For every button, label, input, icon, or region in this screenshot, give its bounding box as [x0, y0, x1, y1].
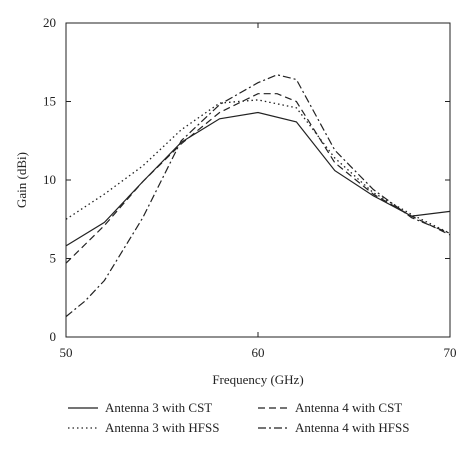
series-line-3	[65, 99, 451, 234]
y-axis-ticks: 0 5 10 15 20	[43, 15, 450, 344]
y-tick-label: 15	[43, 94, 56, 109]
x-axis-ticks: 50 60 70	[60, 23, 457, 360]
series-line-2	[65, 93, 451, 264]
y-tick-label: 0	[50, 329, 57, 344]
series-line-4	[65, 74, 451, 318]
series-line-1	[65, 111, 451, 247]
x-tick-label: 50	[60, 345, 73, 360]
x-tick-label: 60	[252, 345, 265, 360]
legend-label-1: Antenna 3 with CST	[105, 400, 212, 415]
y-tick-label: 20	[43, 15, 56, 30]
y-tick-label: 10	[43, 172, 56, 187]
series-layer	[65, 74, 451, 318]
legend-label-4: Antenna 4 with HFSS	[295, 420, 409, 435]
plot-frame	[65, 22, 451, 338]
legend: Antenna 3 with CST Antenna 4 with CST Ante…	[68, 400, 409, 435]
x-axis-label: Frequency (GHz)	[212, 372, 303, 387]
legend-label-2: Antenna 4 with CST	[295, 400, 402, 415]
x-tick-label: 70	[444, 345, 457, 360]
legend-label-3: Antenna 3 with HFSS	[105, 420, 219, 435]
y-tick-label: 5	[50, 251, 57, 266]
y-axis-label: Gain (dBi)	[14, 152, 29, 208]
